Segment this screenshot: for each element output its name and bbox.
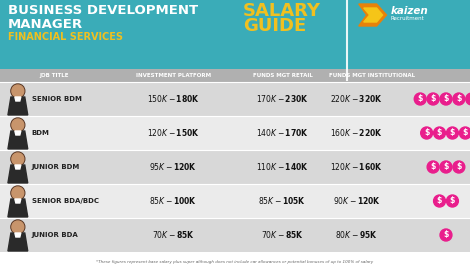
Text: $95K - $120K: $95K - $120K: [149, 161, 198, 172]
Circle shape: [427, 93, 439, 105]
Text: $: $: [450, 128, 455, 137]
Text: $70K - $85K: $70K - $85K: [152, 230, 195, 240]
Text: MANAGER: MANAGER: [8, 18, 83, 31]
Text: $220K - $320K: $220K - $320K: [330, 94, 383, 105]
Circle shape: [447, 127, 458, 139]
Text: $: $: [424, 128, 429, 137]
Polygon shape: [15, 97, 21, 101]
FancyBboxPatch shape: [0, 0, 470, 82]
Circle shape: [11, 118, 25, 132]
Text: $160K - $220K: $160K - $220K: [330, 127, 383, 139]
Circle shape: [434, 195, 446, 207]
Circle shape: [12, 221, 24, 233]
Text: $85K - $100K: $85K - $100K: [149, 196, 198, 206]
Text: kaizen: kaizen: [391, 6, 428, 16]
Text: $: $: [450, 196, 455, 205]
Text: $85K - $105K: $85K - $105K: [258, 196, 307, 206]
Text: $70K - $85K: $70K - $85K: [261, 230, 304, 240]
Circle shape: [421, 127, 433, 139]
Circle shape: [11, 152, 25, 166]
Text: FINANCIAL SERVICES: FINANCIAL SERVICES: [8, 32, 123, 42]
Text: $110K - $140K: $110K - $140K: [256, 161, 309, 172]
Polygon shape: [364, 8, 383, 22]
Circle shape: [453, 161, 465, 173]
Circle shape: [440, 161, 452, 173]
Text: GUIDE: GUIDE: [243, 17, 306, 35]
Text: BUSINESS DEVELOPMENT: BUSINESS DEVELOPMENT: [8, 4, 198, 17]
Text: $: $: [430, 94, 436, 103]
Circle shape: [11, 84, 25, 98]
Polygon shape: [8, 233, 28, 251]
Text: $120K - $160K: $120K - $160K: [330, 161, 383, 172]
Text: $: $: [443, 230, 449, 239]
FancyBboxPatch shape: [0, 184, 470, 218]
Polygon shape: [8, 199, 28, 217]
Polygon shape: [15, 233, 21, 237]
Text: $: $: [418, 94, 423, 103]
Text: $80K - $95K: $80K - $95K: [336, 230, 378, 240]
Polygon shape: [15, 165, 21, 169]
Text: JUNIOR BDM: JUNIOR BDM: [32, 164, 80, 170]
FancyBboxPatch shape: [0, 218, 470, 252]
Text: $90K - $120K: $90K - $120K: [333, 196, 381, 206]
Circle shape: [12, 187, 24, 199]
Circle shape: [440, 93, 452, 105]
Text: $: $: [430, 162, 436, 171]
Polygon shape: [8, 165, 28, 183]
Text: BDM: BDM: [32, 130, 50, 136]
Text: $: $: [463, 128, 468, 137]
Circle shape: [12, 119, 24, 131]
Circle shape: [414, 93, 426, 105]
Text: Recruitment: Recruitment: [391, 16, 424, 21]
Circle shape: [466, 93, 474, 105]
Text: $140K - $170K: $140K - $170K: [256, 127, 309, 139]
Text: *These figures represent base salary plus super although does not include car al: *These figures represent base salary plu…: [96, 260, 374, 264]
Text: $: $: [443, 162, 449, 171]
Circle shape: [440, 229, 452, 241]
Text: $120K - $150K: $120K - $150K: [147, 127, 200, 139]
Text: $: $: [443, 94, 449, 103]
Circle shape: [427, 161, 439, 173]
Circle shape: [12, 153, 24, 165]
Text: JUNIOR BDA: JUNIOR BDA: [32, 232, 79, 238]
Text: JOB TITLE: JOB TITLE: [40, 73, 69, 78]
FancyBboxPatch shape: [0, 69, 470, 82]
FancyBboxPatch shape: [0, 150, 470, 184]
Text: $: $: [456, 162, 462, 171]
Circle shape: [453, 93, 465, 105]
Text: INVESTMENT PLATFORM: INVESTMENT PLATFORM: [136, 73, 211, 78]
Circle shape: [11, 220, 25, 234]
Text: $150K - $180K: $150K - $180K: [147, 94, 200, 105]
FancyBboxPatch shape: [0, 116, 470, 150]
Text: $: $: [437, 128, 442, 137]
Circle shape: [11, 186, 25, 200]
Circle shape: [12, 85, 24, 97]
Text: $: $: [469, 94, 474, 103]
Circle shape: [459, 127, 471, 139]
FancyBboxPatch shape: [0, 82, 470, 116]
Polygon shape: [15, 199, 21, 203]
Text: $: $: [437, 196, 442, 205]
Text: $170K - $230K: $170K - $230K: [256, 94, 309, 105]
Polygon shape: [15, 131, 21, 135]
Text: $: $: [456, 94, 462, 103]
Text: FUNDS MGT RETAIL: FUNDS MGT RETAIL: [253, 73, 312, 78]
Text: SENIOR BDM: SENIOR BDM: [32, 96, 82, 102]
Text: FUNDS MGT INSTITUTIONAL: FUNDS MGT INSTITUTIONAL: [328, 73, 415, 78]
Text: SENIOR BDA/BDC: SENIOR BDA/BDC: [32, 198, 99, 204]
Polygon shape: [8, 97, 28, 115]
Circle shape: [434, 127, 446, 139]
Polygon shape: [8, 131, 28, 149]
Polygon shape: [359, 4, 386, 26]
Text: SALARY: SALARY: [243, 2, 321, 20]
Circle shape: [447, 195, 458, 207]
